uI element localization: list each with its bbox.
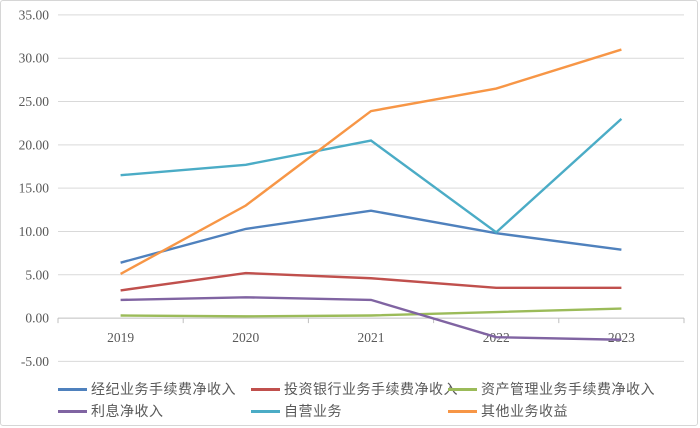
legend-item-brokerage: 经纪业务手续费净收入 [58, 379, 236, 399]
legend-item-other-income: 其他业务收益 [448, 401, 568, 421]
legend-label: 资产管理业务手续费净收入 [481, 383, 655, 398]
legend-label: 其他业务收益 [481, 405, 568, 420]
data-series-line [120, 296, 622, 341]
y-axis-tick-label: 10.00 [19, 224, 50, 239]
y-axis-tick-label: 15.00 [19, 181, 50, 196]
legend-line-swatch [58, 387, 87, 391]
y-axis-tick-label: 35.00 [19, 7, 50, 22]
legend-item-proprietary-trading: 自营业务 [251, 401, 342, 421]
legend-label: 经纪业务手续费净收入 [91, 383, 236, 398]
legend-item-investment-banking: 投资银行业务手续费净收入 [251, 379, 458, 399]
data-series-line [120, 271, 622, 292]
data-series-line [120, 307, 622, 318]
legend-label: 自营业务 [284, 405, 342, 420]
legend-item-net-interest: 利息净收入 [58, 401, 164, 421]
x-axis-tick-label: 2019 [107, 330, 134, 345]
legend-line-swatch [251, 387, 280, 391]
y-axis-tick-label: 25.00 [19, 94, 50, 109]
y-axis-tick-label: 20.00 [19, 137, 50, 152]
x-axis-tick-label: 2021 [358, 330, 385, 345]
legend-line-swatch [58, 409, 87, 413]
line-chart-plot-area: -5.00 0.00 5.00 10.00 15.00 20.00 25.00 30.00 35… [19, 7, 685, 369]
data-series-line [120, 209, 622, 264]
legend-label: 利息净收入 [91, 405, 164, 420]
y-axis-tick-label: 30.00 [19, 51, 50, 66]
legend-label: 投资银行业务手续费净收入 [284, 383, 458, 398]
chart-legend: 经纪业务手续费净收入 投资银行业务手续费净收入 资产管理业务手续费净收入 利息净… [1, 375, 697, 425]
y-axis-tick-label: 0.00 [25, 311, 49, 326]
data-series-line [120, 48, 622, 275]
y-axis-tick-label: -5.00 [21, 354, 49, 369]
legend-line-swatch [448, 387, 477, 391]
data-series-line [120, 117, 623, 234]
x-axis-tick-label: 2020 [232, 330, 259, 345]
legend-line-swatch [251, 409, 280, 413]
x-axis-tick-label: 2023 [608, 330, 635, 345]
legend-item-asset-management: 资产管理业务手续费净收入 [448, 379, 655, 399]
y-axis-tick-label: 5.00 [25, 267, 49, 282]
legend-line-swatch [448, 409, 477, 413]
